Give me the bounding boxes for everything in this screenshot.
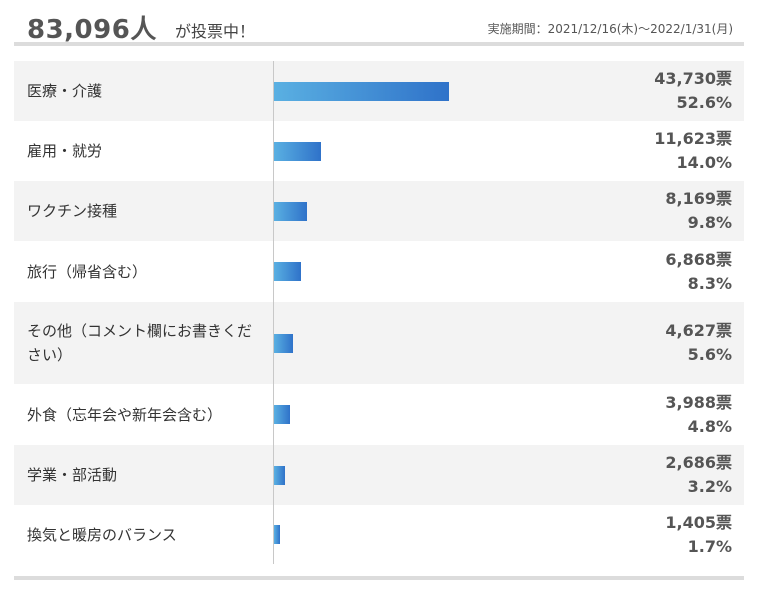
result-row: 外食（忘年会や新年会含む） 3,988票 4.8%	[14, 384, 744, 445]
vote-count: 8,169票	[665, 189, 732, 208]
vote-count: 6,868票	[665, 250, 732, 269]
result-row: 旅行（帰省含む） 6,868票 8.3%	[14, 241, 744, 302]
category-label: ワクチン接種	[27, 202, 118, 220]
poll-header: 83,096人 が投票中！ 実施期間：2021/12/16(木)～2022/1/…	[27, 6, 739, 45]
poll-results-chart: 医療・介護 43,730票 52.6% 雇用・就労 11,623票 14.0% ワクチン接種…	[14, 61, 744, 564]
vote-percentage: 9.8%	[687, 213, 732, 232]
total-voters: 83,096人	[27, 15, 157, 45]
vote-bar	[274, 82, 449, 101]
vote-percentage: 1.7%	[687, 537, 732, 556]
result-row: 学業・部活動 2,686票 3.2%	[14, 445, 744, 505]
vote-percentage: 52.6%	[676, 93, 732, 112]
category-label: 雇用・就労	[27, 142, 103, 160]
total-voters-suffix: が投票中！	[175, 22, 256, 41]
category-label: 換気と暖房のバランス	[27, 526, 177, 544]
result-row: 換気と暖房のバランス 1,405票 1.7%	[14, 505, 744, 564]
chart-axis-line	[273, 61, 274, 564]
vote-percentage: 3.2%	[687, 477, 732, 496]
vote-count: 2,686票	[665, 453, 732, 472]
category-label: 外食（忘年会や新年会含む）	[27, 406, 223, 424]
vote-bar	[274, 466, 285, 485]
vote-percentage: 14.0%	[676, 153, 732, 172]
result-row: 雇用・就労 11,623票 14.0%	[14, 121, 744, 181]
vote-count: 1,405票	[665, 513, 732, 532]
vote-bar	[274, 405, 290, 424]
category-label: 学業・部活動	[27, 466, 118, 484]
category-label: 旅行（帰省含む）	[27, 263, 148, 281]
top-divider	[14, 42, 744, 46]
vote-bar	[274, 334, 293, 353]
poll-period: 実施期間：2021/12/16(木)～2022/1/31(月)	[487, 22, 733, 36]
category-label: 医療・介護	[27, 82, 103, 100]
category-label: その他（コメント欄にお書きください）	[27, 322, 253, 364]
result-row: その他（コメント欄にお書きください） 4,627票 5.6%	[14, 302, 744, 384]
vote-percentage: 8.3%	[687, 274, 732, 293]
vote-bar	[274, 525, 280, 544]
vote-bar	[274, 142, 321, 161]
result-row: 医療・介護 43,730票 52.6%	[14, 61, 744, 121]
bottom-divider	[14, 576, 744, 580]
vote-bar	[274, 202, 307, 221]
vote-count: 4,627票	[665, 321, 732, 340]
vote-count: 3,988票	[665, 393, 732, 412]
vote-percentage: 4.8%	[687, 417, 732, 436]
vote-count: 43,730票	[654, 69, 732, 88]
vote-bar	[274, 262, 301, 281]
result-row: ワクチン接種 8,169票 9.8%	[14, 181, 744, 241]
vote-percentage: 5.6%	[687, 345, 732, 364]
vote-count: 11,623票	[654, 129, 732, 148]
